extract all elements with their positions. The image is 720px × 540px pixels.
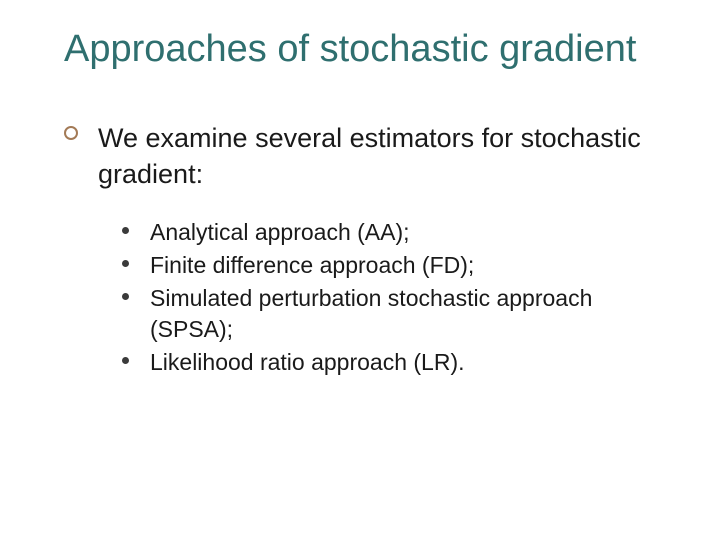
filled-dot-icon <box>122 260 129 267</box>
sub-bullet-text: Finite difference approach (FD); <box>150 252 474 278</box>
sub-bullet-text: Analytical approach (AA); <box>150 219 410 245</box>
sub-bullet-text: Simulated perturbation stochastic approa… <box>150 285 592 342</box>
sub-bullet-text: Likelihood ratio approach (LR). <box>150 349 465 375</box>
main-bullet-text: We examine several estimators for stocha… <box>98 123 641 189</box>
sub-bullet-list: Analytical approach (AA); Finite differe… <box>64 217 672 378</box>
sub-bullet: Analytical approach (AA); <box>122 217 672 248</box>
slide: Approaches of stochastic gradient We exa… <box>0 0 720 540</box>
sub-bullet: Simulated perturbation stochastic approa… <box>122 283 672 345</box>
main-bullet: We examine several estimators for stocha… <box>64 120 672 193</box>
slide-title: Approaches of stochastic gradient <box>64 28 672 72</box>
filled-dot-icon <box>122 293 129 300</box>
sub-bullet: Likelihood ratio approach (LR). <box>122 347 672 378</box>
hollow-circle-icon <box>64 126 78 140</box>
filled-dot-icon <box>122 227 129 234</box>
sub-bullet: Finite difference approach (FD); <box>122 250 672 281</box>
filled-dot-icon <box>122 357 129 364</box>
